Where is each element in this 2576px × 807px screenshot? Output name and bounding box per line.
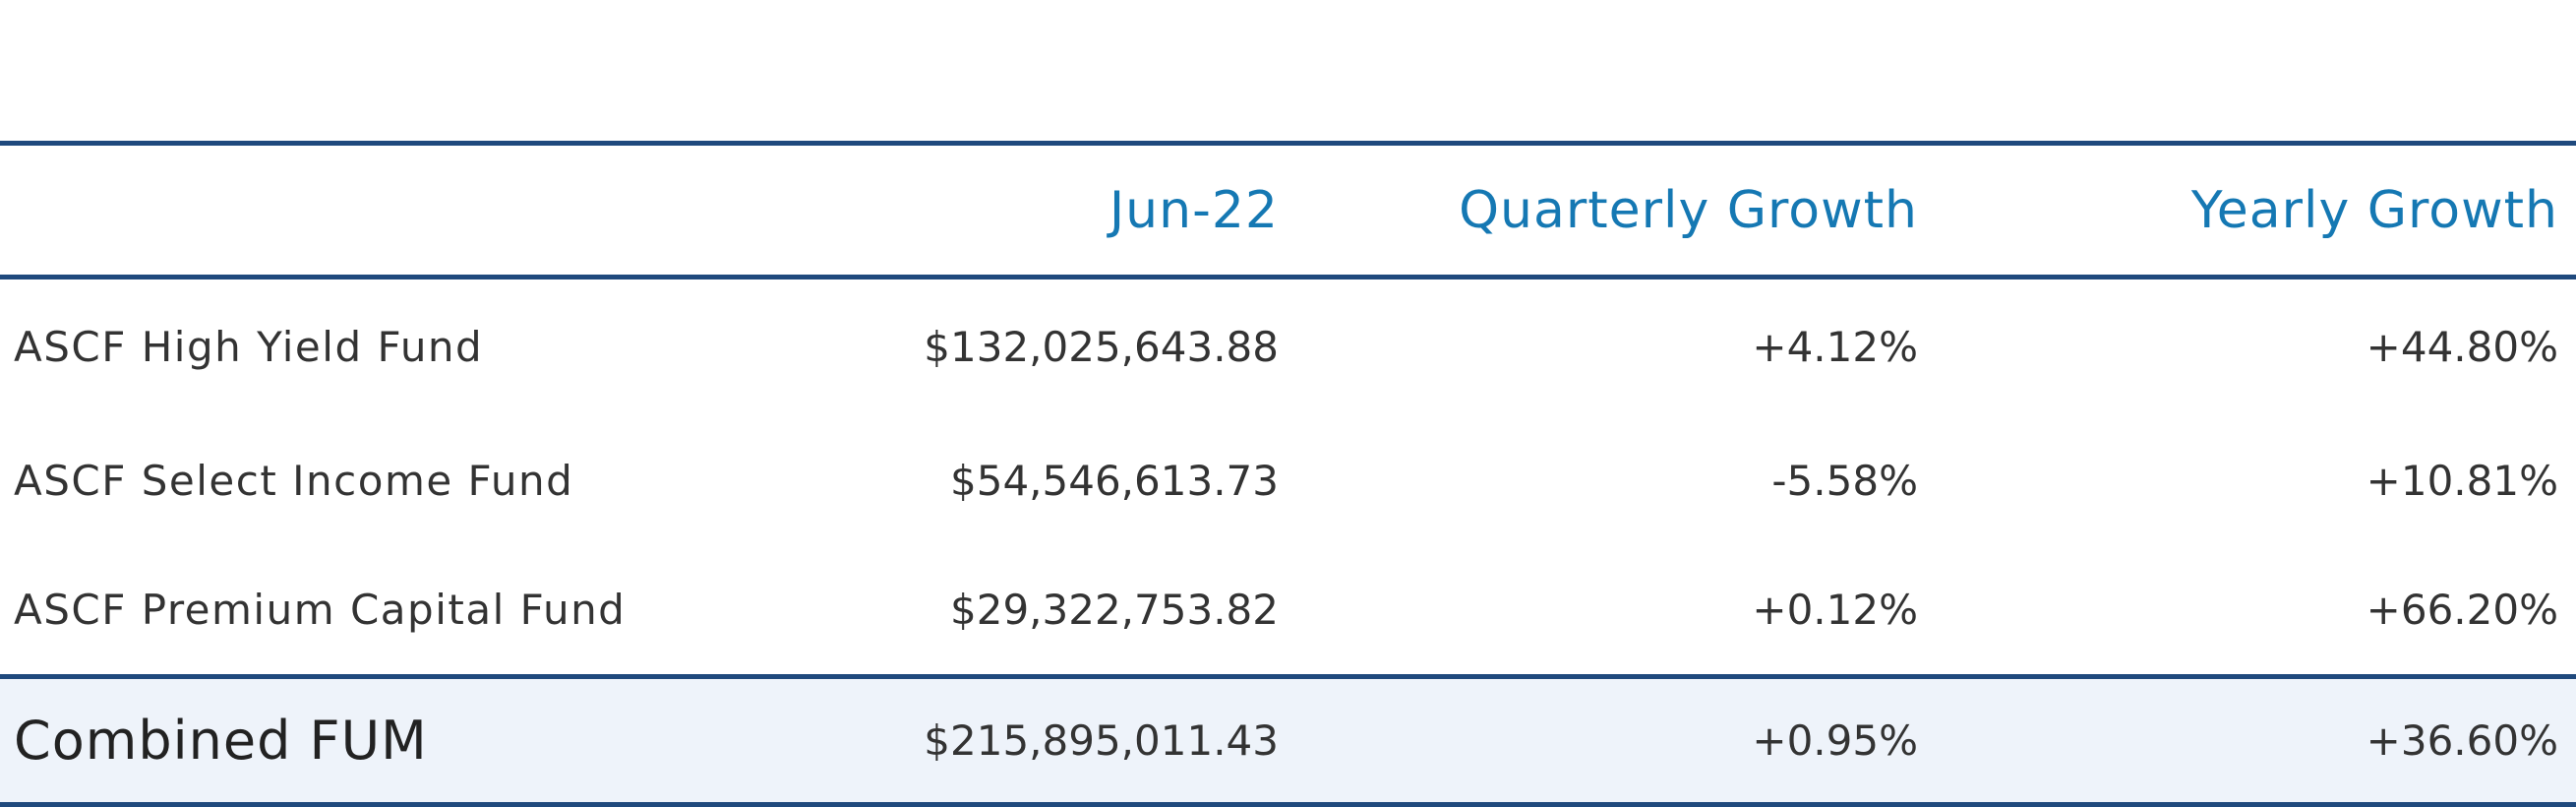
fund-value: $29,322,753.82 [950,586,1279,635]
fund-performance-table: Jun-22 Quarterly Growth Yearly Growth AS… [0,141,2576,807]
fund-name: ASCF Premium Capital Fund [14,586,627,635]
total-quarterly-growth: +0.95% [1752,716,1918,765]
header-date: Jun-22 [1108,180,1279,240]
table-row: ASCF Premium Capital Fund $29,322,753.82… [0,546,2576,677]
fund-name: ASCF Select Income Fund [14,456,574,505]
table-body: ASCF High Yield Fund $132,025,643.88 +4.… [0,278,2576,805]
header-row: Jun-22 Quarterly Growth Yearly Growth [0,144,2576,278]
quarterly-growth: +0.12% [1752,586,1918,635]
quarterly-growth: -5.58% [1771,456,1918,505]
header-yearly-growth: Yearly Growth [2190,180,2558,240]
yearly-growth: +44.80% [2366,323,2558,372]
quarterly-growth: +4.12% [1752,323,1918,372]
fund-performance-table-container: Jun-22 Quarterly Growth Yearly Growth AS… [0,141,2576,807]
table-row: ASCF High Yield Fund $132,025,643.88 +4.… [0,278,2576,415]
fund-name: ASCF High Yield Fund [14,323,484,372]
total-value: $215,895,011.43 [924,716,1279,765]
header-fund-name [0,144,866,278]
table-row: ASCF Select Income Fund $54,546,613.73 -… [0,415,2576,546]
fund-value: $54,546,613.73 [950,456,1279,505]
total-label: Combined FUM [14,710,428,772]
yearly-growth: +10.81% [2366,456,2558,505]
header-quarterly-growth: Quarterly Growth [1459,180,1918,240]
total-row: Combined FUM $215,895,011.43 +0.95% +36.… [0,676,2576,805]
table-header: Jun-22 Quarterly Growth Yearly Growth [0,143,2576,278]
total-yearly-growth: +36.60% [2366,716,2558,765]
fund-value: $132,025,643.88 [924,323,1279,372]
yearly-growth: +66.20% [2366,586,2558,635]
